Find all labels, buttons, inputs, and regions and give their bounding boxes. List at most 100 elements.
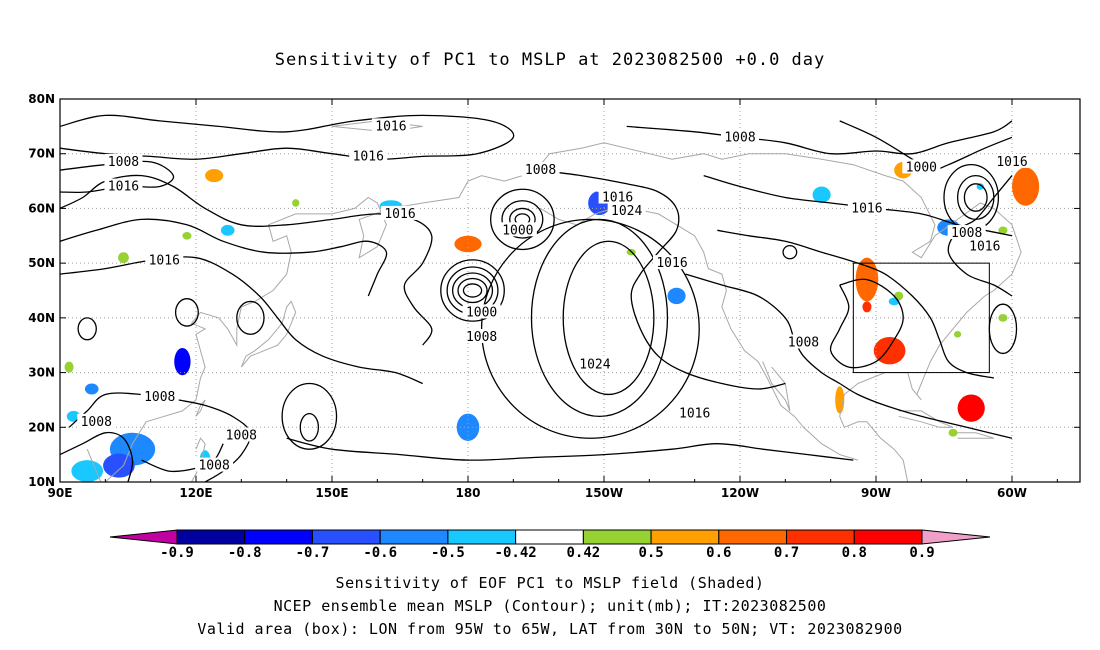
isobar-line-2 xyxy=(60,174,433,346)
sensitivity-blob-5 xyxy=(66,410,81,422)
isobar-line-15 xyxy=(947,175,1013,297)
contour-label-bg-19 xyxy=(784,334,823,349)
isobar-line-0 xyxy=(60,114,515,160)
contour-label-15: 1016 xyxy=(969,240,1000,255)
sensitivity-blob-9 xyxy=(313,326,332,354)
sensitivity-blob-8 xyxy=(64,361,74,373)
isobar-line-12 xyxy=(68,392,252,482)
contour-label-23: 1008 xyxy=(81,415,112,430)
sensitivity-blob-halo-42 xyxy=(954,391,988,425)
contour-label-bg-18 xyxy=(462,329,501,344)
contour-label-19: 1008 xyxy=(788,335,819,350)
contour-label-16: 1016 xyxy=(656,256,687,271)
contour-label-bg-7 xyxy=(498,222,537,237)
isobar-ring-1 xyxy=(457,277,488,304)
isobar-ring-20 xyxy=(77,317,97,341)
isobar-line-16 xyxy=(829,278,904,369)
isobar-ring-10 xyxy=(530,218,669,417)
lon-label-6: 90W xyxy=(861,486,891,500)
coastline-5 xyxy=(190,437,206,482)
sensitivity-blob-7 xyxy=(218,469,237,482)
colorbar-label-11: 0.9 xyxy=(909,545,934,561)
contour-label-2: 1008 xyxy=(108,155,139,170)
contour-label-bg-10 xyxy=(721,129,759,144)
sensitivity-blob-45 xyxy=(862,301,872,313)
contour-label-0: 1016 xyxy=(375,119,406,134)
colorbar-label-9: 0.7 xyxy=(774,545,799,561)
valid-area-box xyxy=(852,262,990,374)
contour-label-bg-13 xyxy=(993,153,1031,168)
contour-label-bg-9 xyxy=(607,203,646,218)
lon-label-4: 150W xyxy=(585,486,623,500)
isobar-ring-16 xyxy=(299,412,320,442)
contour-label-bg-25 xyxy=(195,457,234,472)
contour-label-17: 1000 xyxy=(466,305,497,320)
contour-label-6: 1008 xyxy=(525,163,556,178)
colorbar-bin-4 xyxy=(447,529,517,545)
lat-label-0: 10N xyxy=(28,475,55,489)
sensitivity-blob-14 xyxy=(292,199,300,207)
sensitivity-blob-36 xyxy=(1012,167,1040,206)
colorbar-bin-1 xyxy=(244,529,313,545)
lat-label-3: 40N xyxy=(28,311,55,325)
sensitivity-blob-1 xyxy=(103,453,135,478)
contour-label-bg-3 xyxy=(104,178,143,193)
sensitivity-blob-halo-2 xyxy=(67,457,107,484)
sensitivity-blob-46 xyxy=(898,275,908,284)
lat-label-6: 70N xyxy=(28,147,55,161)
sensitivity-blob-halo-45 xyxy=(861,300,872,314)
isobar-line-9 xyxy=(717,229,995,379)
lon-label-5: 120W xyxy=(721,486,759,500)
isobar-line-4 xyxy=(60,256,423,385)
lat-label-7: 80N xyxy=(28,92,55,106)
contour-label-bg-2 xyxy=(104,153,143,168)
contour-label-10: 1008 xyxy=(724,130,755,145)
isobar-ring-0 xyxy=(462,283,483,298)
contour-label-21: 1016 xyxy=(679,407,710,422)
contour-label-22: 1008 xyxy=(144,390,175,405)
isobar-ring-11 xyxy=(480,218,700,439)
sensitivity-blob-37 xyxy=(998,226,1008,235)
colorbar-label-4: -0.5 xyxy=(431,545,465,561)
isobar-line-13 xyxy=(60,431,134,482)
contour-label-5: 1016 xyxy=(149,253,180,268)
coastline-8 xyxy=(957,432,995,439)
contour-label-18: 1008 xyxy=(466,330,497,345)
isobar-line-11 xyxy=(286,437,854,461)
contour-label-8: 1016 xyxy=(602,190,633,205)
lon-label-7: 60W xyxy=(997,486,1027,500)
lon-label-2: 150E xyxy=(315,486,348,500)
sensitivity-blob-32 xyxy=(794,108,822,118)
footer-line-2: NCEP ensemble mean MSLP (Contour); unit(… xyxy=(273,597,827,615)
sensitivity-blob-42 xyxy=(957,394,985,422)
isobar-ring-13 xyxy=(956,174,995,221)
colorbar-label-10: 0.8 xyxy=(842,545,867,561)
isobar-ring-7 xyxy=(501,200,544,239)
sensitivity-blob-31 xyxy=(848,104,877,116)
contour-label-7: 1000 xyxy=(502,223,533,238)
sensitivity-blob-halo-40 xyxy=(870,334,910,368)
sensitivity-blob-16 xyxy=(118,252,129,264)
isobar-line-10 xyxy=(685,273,1013,439)
sensitivity-blob-halo-3 xyxy=(172,345,192,379)
sensitivity-shading xyxy=(64,104,1040,484)
coastline-0 xyxy=(104,142,1022,482)
isobar-line-3 xyxy=(60,218,388,297)
colorbar-label-8: 0.6 xyxy=(706,545,731,561)
sensitivity-blob-halo-13 xyxy=(219,223,236,237)
gridlines xyxy=(60,99,1080,482)
sensitivity-blob-halo-4 xyxy=(83,382,100,396)
colorbar-bin-10 xyxy=(853,529,923,545)
isobar-ring-8 xyxy=(490,188,555,251)
contour-label-bg-14 xyxy=(947,225,986,240)
coastline-7 xyxy=(898,410,954,428)
contour-label-25: 1008 xyxy=(198,459,229,474)
contour-label-11: 1000 xyxy=(906,160,937,175)
sensitivity-blob-29 xyxy=(812,186,831,203)
sensitivity-blob-23 xyxy=(660,219,684,231)
sensitivity-blob-22 xyxy=(592,181,607,193)
colorbar-bin-9 xyxy=(786,529,855,545)
sensitivity-blob-35 xyxy=(976,183,984,190)
contour-label-bg-15 xyxy=(965,238,1004,253)
contour-label-bg-21 xyxy=(675,405,714,420)
